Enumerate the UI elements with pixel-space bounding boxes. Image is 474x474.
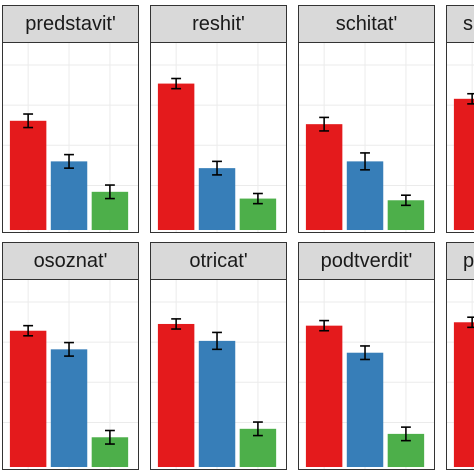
facet-label: p bbox=[463, 249, 474, 272]
facet-panel: schitat' bbox=[298, 5, 435, 233]
facet-panel: s bbox=[446, 5, 474, 233]
plot-area bbox=[150, 280, 287, 470]
facet-strip: s bbox=[446, 5, 474, 43]
bar bbox=[305, 325, 343, 468]
error-bar bbox=[23, 113, 34, 129]
facet-strip: podtverdit' bbox=[298, 242, 435, 280]
plot-area bbox=[2, 280, 139, 470]
bar bbox=[346, 352, 384, 468]
bar bbox=[9, 120, 47, 231]
bar bbox=[198, 340, 236, 468]
error-bar bbox=[171, 77, 182, 90]
facet-strip: osoznat' bbox=[2, 242, 139, 280]
bar bbox=[198, 168, 236, 231]
facet-label: schitat' bbox=[335, 12, 398, 35]
facet-panel: reshit' bbox=[150, 5, 287, 233]
error-bar bbox=[212, 331, 222, 351]
bar bbox=[50, 161, 88, 231]
error-bar bbox=[64, 153, 74, 169]
plot-svg bbox=[3, 43, 138, 232]
plot-area bbox=[2, 43, 139, 233]
bar bbox=[453, 98, 474, 231]
bar bbox=[346, 161, 384, 231]
facet-strip: p bbox=[446, 242, 474, 280]
bar bbox=[305, 124, 343, 231]
error-bar bbox=[104, 429, 115, 445]
error-bar bbox=[400, 426, 411, 442]
error-bar bbox=[104, 184, 115, 200]
facet-label: s bbox=[463, 12, 473, 35]
plot-area bbox=[298, 43, 435, 233]
plot-area bbox=[446, 280, 474, 470]
error-bar bbox=[400, 194, 411, 207]
plot-svg bbox=[151, 43, 286, 232]
facet-panel: osoznat' bbox=[2, 242, 139, 470]
facet-panel: podtverdit' bbox=[298, 242, 435, 470]
facet-strip: schitat' bbox=[298, 5, 435, 43]
plot-area bbox=[298, 280, 435, 470]
facet-strip: otricat' bbox=[150, 242, 287, 280]
bar bbox=[50, 349, 88, 468]
error-bar bbox=[171, 318, 182, 330]
facet-panel: p bbox=[446, 242, 474, 470]
facet-label: predstavit' bbox=[25, 12, 116, 35]
error-bar bbox=[252, 421, 263, 437]
facet-panel: otricat' bbox=[150, 242, 287, 470]
error-bar bbox=[319, 116, 330, 132]
plot-area bbox=[446, 43, 474, 233]
plot-svg bbox=[447, 43, 474, 232]
bar bbox=[157, 83, 195, 231]
error-bar bbox=[252, 192, 263, 205]
error-bar bbox=[360, 345, 370, 361]
error-bar bbox=[360, 152, 370, 171]
plot-area bbox=[150, 43, 287, 233]
facet-strip: predstavit' bbox=[2, 5, 139, 43]
facet-strip: reshit' bbox=[150, 5, 287, 43]
bar bbox=[9, 330, 47, 468]
bar bbox=[453, 322, 474, 468]
plot-svg bbox=[447, 280, 474, 469]
error-bar bbox=[319, 319, 330, 332]
facet-panel: predstavit' bbox=[2, 5, 139, 233]
error-bar bbox=[23, 324, 34, 337]
bar bbox=[157, 323, 195, 468]
facet-label: reshit' bbox=[192, 12, 245, 35]
error-bar bbox=[467, 92, 474, 105]
plot-svg bbox=[299, 280, 434, 469]
facet-label: osoznat' bbox=[33, 249, 108, 272]
facet-label: podtverdit' bbox=[320, 249, 413, 272]
error-bar bbox=[212, 160, 222, 176]
error-bar bbox=[467, 316, 474, 329]
plot-svg bbox=[151, 280, 286, 469]
facet-label: otricat' bbox=[189, 249, 248, 272]
plot-svg bbox=[299, 43, 434, 232]
plot-svg bbox=[3, 280, 138, 469]
error-bar bbox=[64, 341, 74, 357]
